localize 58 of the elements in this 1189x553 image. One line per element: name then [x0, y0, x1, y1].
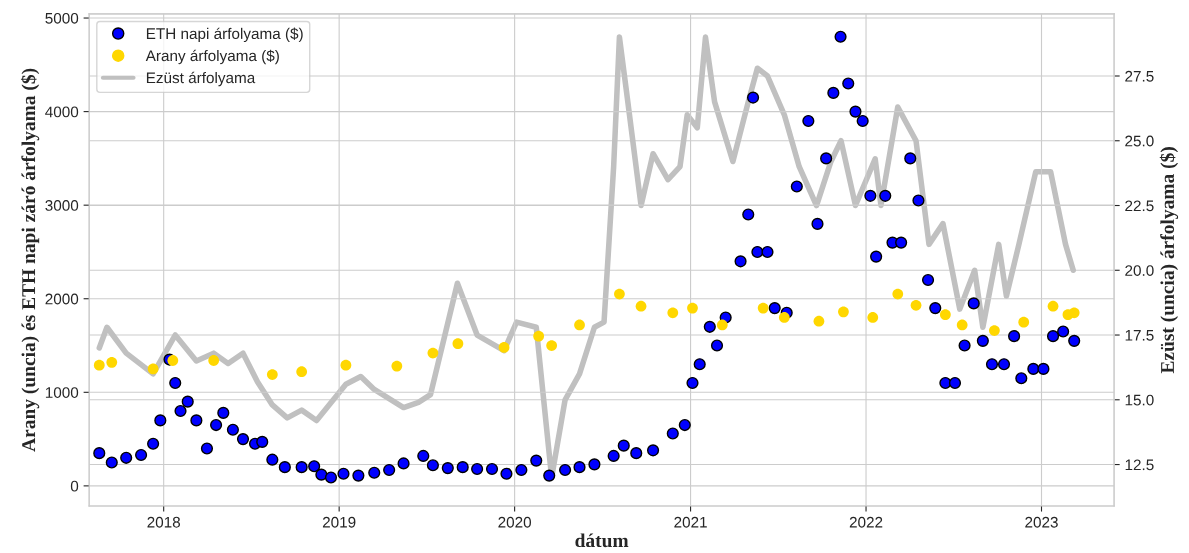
point	[93, 359, 105, 371]
x-tick-label: 2021	[674, 516, 707, 528]
y2-tick-label: 22.5	[1125, 200, 1154, 212]
point	[667, 307, 679, 319]
point	[427, 347, 439, 359]
point	[296, 366, 308, 378]
point	[778, 312, 790, 323]
y2-tick-label: 12.5	[1125, 459, 1154, 471]
y-tick-label: 3000	[45, 200, 79, 211]
point	[391, 360, 403, 372]
point	[687, 302, 698, 314]
y-tick-label: 4000	[45, 106, 79, 118]
point	[716, 319, 728, 331]
legend-label: Ezüst árfolyama	[146, 71, 256, 87]
y-tick-label: 5000	[45, 12, 79, 24]
point	[1068, 307, 1080, 319]
x-tick-label: 2019	[322, 516, 356, 528]
point	[956, 319, 968, 331]
y-tick-label: 1000	[45, 387, 79, 398]
point	[939, 309, 951, 321]
point	[838, 306, 849, 318]
point	[498, 342, 510, 353]
x-tick-label: 2022	[849, 516, 883, 528]
point	[208, 355, 220, 366]
y-axis-title: Arany (uncia) és ETH napi záró árfolyama ($)	[20, 68, 40, 452]
point	[533, 330, 545, 342]
y2-tick-label: 25.0	[1125, 135, 1154, 147]
point	[1047, 300, 1059, 312]
y2-tick-label: 20.0	[1125, 265, 1154, 276]
point	[167, 355, 179, 366]
y2-tick-label: 27.5	[1125, 70, 1154, 82]
point	[266, 369, 278, 380]
point	[910, 299, 922, 311]
point	[813, 315, 825, 327]
point	[614, 288, 625, 300]
point	[1018, 316, 1030, 328]
point	[147, 363, 159, 375]
y-tick-label: 0	[70, 480, 79, 492]
point	[340, 359, 352, 371]
legend-label: ETH napi árfolyama ($)	[146, 27, 303, 43]
point	[757, 302, 769, 314]
point	[452, 338, 464, 350]
point	[635, 300, 647, 312]
x-tick-label: 2020	[498, 516, 532, 528]
x-tick-label: 2023	[1025, 516, 1058, 528]
y2-tick-label: 15.0	[1125, 394, 1154, 406]
point	[989, 325, 1000, 336]
y2-tick-label: 17.5	[1125, 330, 1154, 341]
x-axis-title: dátum	[575, 533, 629, 548]
legend-label: Arany árfolyama ($)	[145, 49, 279, 65]
y2-axis-title: Ezüst (uncia) árfolyama ($)	[1159, 147, 1179, 374]
y-tick-label: 2000	[45, 293, 79, 305]
x-tick-label: 2018	[147, 516, 181, 528]
point	[867, 312, 879, 323]
point	[106, 356, 118, 368]
point	[892, 288, 904, 300]
point	[574, 319, 585, 331]
point	[546, 340, 558, 351]
